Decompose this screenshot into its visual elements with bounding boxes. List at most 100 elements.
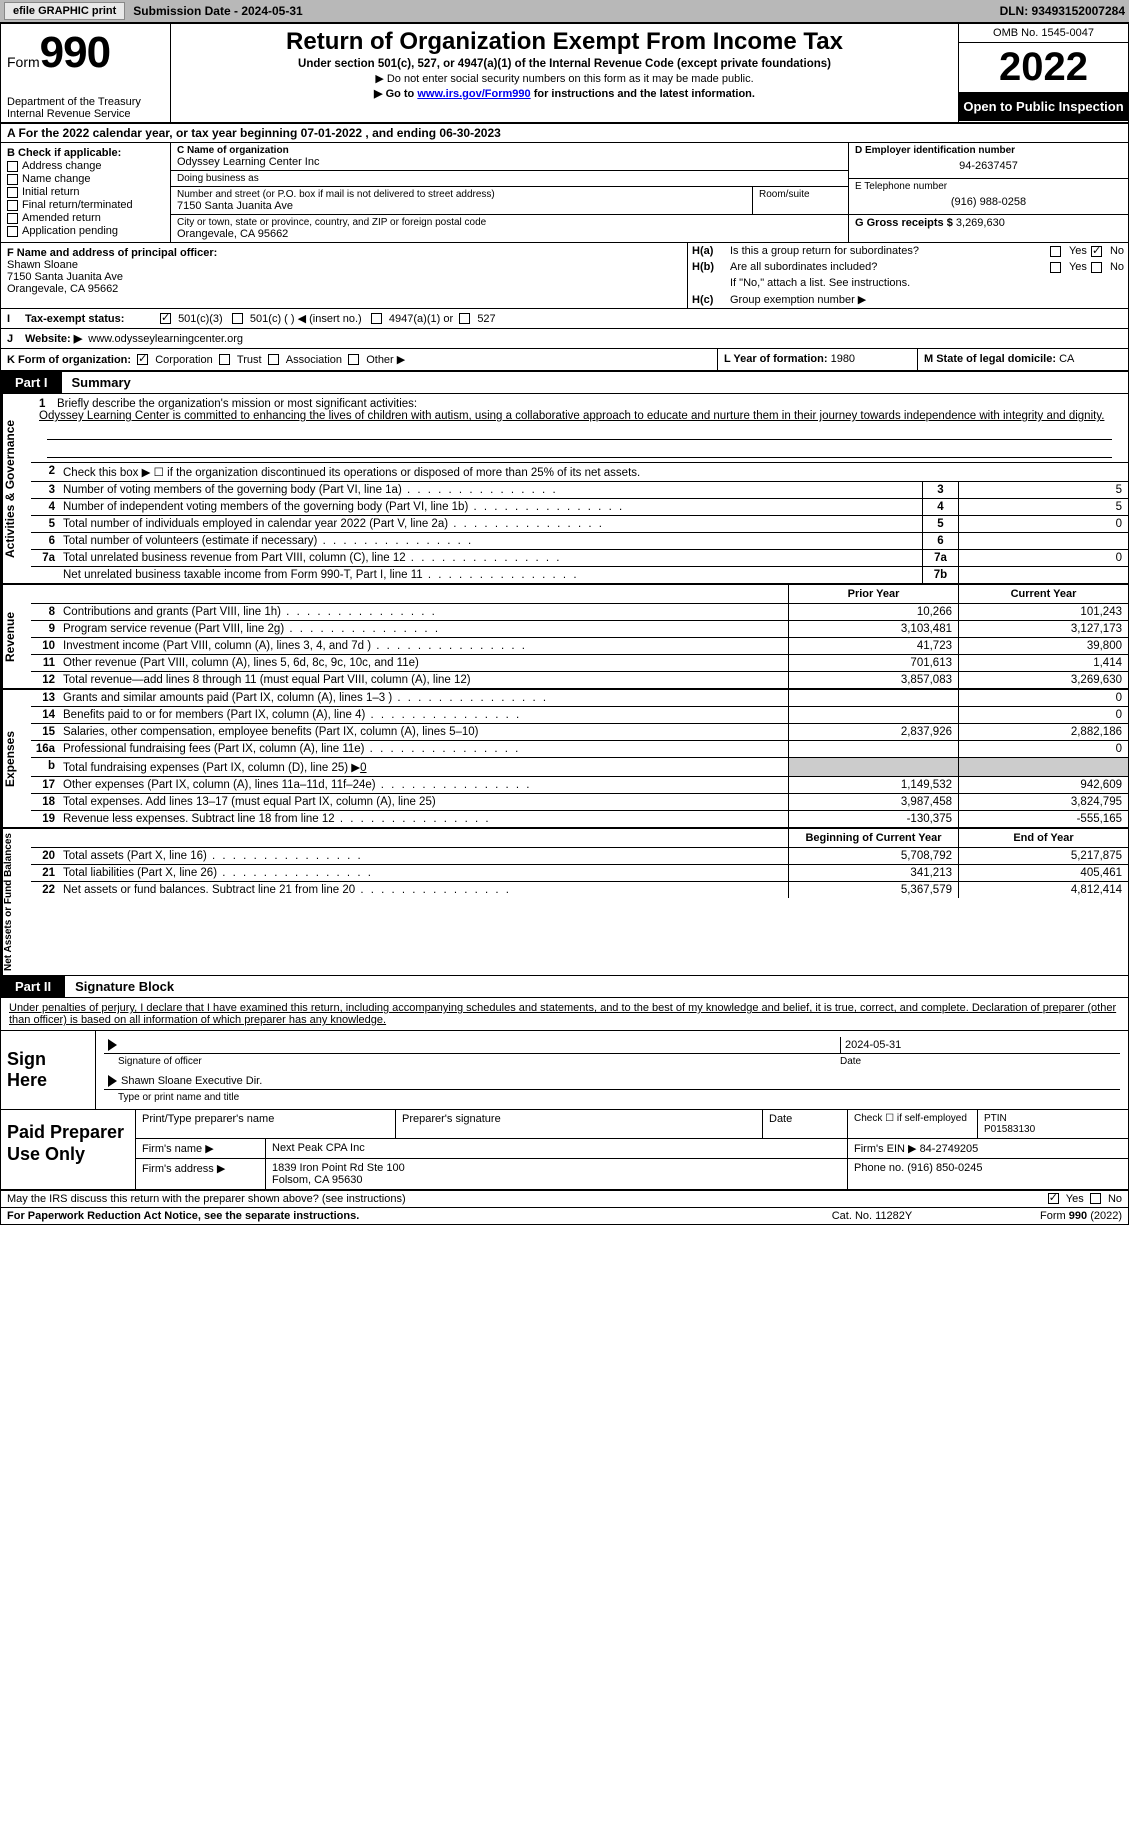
hb-no-label: No [1110, 261, 1124, 273]
street-label: Number and street (or P.O. box if mail i… [177, 189, 746, 200]
paid-preparer-row: Paid Preparer Use Only Print/Type prepar… [1, 1110, 1128, 1191]
officer-street: 7150 Santa Juanita Ave [7, 271, 681, 283]
line-20: 20Total assets (Part X, line 16)5,708,79… [31, 848, 1128, 865]
chk-final-return[interactable]: Final return/terminated [7, 199, 164, 211]
chk-501c3[interactable] [160, 313, 171, 324]
m-label: M State of legal domicile: [924, 353, 1056, 365]
hb-label: H(b) [692, 261, 730, 273]
hb-yes-checkbox[interactable] [1050, 262, 1061, 273]
line-12: 12Total revenue—add lines 8 through 11 (… [31, 672, 1128, 688]
line-14: 14Benefits paid to or for members (Part … [31, 707, 1128, 724]
expenses-section: Expenses 13Grants and similar amounts pa… [1, 690, 1128, 829]
tax-exempt-status: I Tax-exempt status: 501(c)(3) 501(c) ( … [1, 309, 1128, 329]
self-employed-label: Check ☐ if self-employed [848, 1110, 978, 1138]
ein-cell: D Employer identification number 94-2637… [849, 143, 1128, 179]
ptin-label: PTIN [984, 1113, 1007, 1124]
officer-name-title: Shawn Sloane Executive Dir. [121, 1075, 262, 1087]
chk-address-change[interactable]: Address change [7, 160, 164, 172]
chk-association[interactable] [268, 354, 279, 365]
chk-4947[interactable] [371, 313, 382, 324]
efile-print-button[interactable]: efile GRAPHIC print [4, 2, 125, 20]
form-subtitle: Under section 501(c), 527, or 4947(a)(1)… [175, 58, 954, 70]
form-title: Return of Organization Exempt From Incom… [175, 28, 954, 56]
line-7b: Net unrelated business taxable income fr… [31, 567, 1128, 583]
preparer-date-label: Date [763, 1110, 848, 1138]
line-9: 9Program service revenue (Part VIII, lin… [31, 621, 1128, 638]
chk-other-org[interactable] [348, 354, 359, 365]
label-trust: Trust [237, 354, 262, 366]
chk-501c[interactable] [232, 313, 243, 324]
paperwork-notice: For Paperwork Reduction Act Notice, see … [7, 1210, 792, 1222]
form-header-left: Form990 Department of the Treasury Inter… [1, 24, 171, 122]
line1-num: 1 [39, 398, 57, 410]
label-501c3: 501(c)(3) [178, 313, 223, 325]
label-association: Association [286, 354, 342, 366]
discuss-yes-checkbox[interactable] [1048, 1193, 1059, 1204]
principal-officer: F Name and address of principal officer:… [1, 243, 688, 308]
chk-initial-return[interactable]: Initial return [7, 186, 164, 198]
ha-label: H(a) [692, 245, 730, 257]
hb-no-checkbox[interactable] [1091, 262, 1102, 273]
irs-link[interactable]: www.irs.gov/Form990 [417, 88, 530, 100]
firm-name-row: Firm's name ▶ Next Peak CPA Inc Firm's E… [136, 1139, 1128, 1159]
submission-date: Submission Date - 2024-05-31 [133, 4, 302, 18]
top-toolbar: efile GRAPHIC print Submission Date - 20… [0, 0, 1129, 23]
blank-line [47, 440, 1112, 458]
chk-name-change[interactable]: Name change [7, 173, 164, 185]
chk-amended[interactable]: Amended return [7, 212, 164, 224]
line-17: 17Other expenses (Part IX, column (A), l… [31, 777, 1128, 794]
gross-label: G Gross receipts $ [855, 217, 953, 229]
tax-year: 2022 [959, 43, 1128, 93]
firm-address-row: Firm's address ▶ 1839 Iron Point Rd Ste … [136, 1159, 1128, 1189]
website-label: Website: ▶ [25, 332, 82, 345]
chk-trust[interactable] [219, 354, 230, 365]
part2-title: Signature Block [75, 979, 174, 994]
state-domicile: CA [1059, 353, 1074, 365]
prior-current-header: Prior YearCurrent Year [31, 585, 1128, 604]
discuss-row: May the IRS discuss this return with the… [1, 1191, 1128, 1208]
part1-tab: Part I [1, 372, 62, 393]
dba-cell: Doing business as [171, 171, 848, 187]
chk-app-pending[interactable]: Application pending [7, 225, 164, 237]
section-b-c-d: B Check if applicable: Address change Na… [1, 143, 1128, 243]
chk-corporation[interactable] [137, 354, 148, 365]
form-header-right: OMB No. 1545-0047 2022 Open to Public In… [958, 24, 1128, 122]
ein-label: D Employer identification number [855, 145, 1122, 156]
officer-label: F Name and address of principal officer: [7, 247, 681, 259]
org-name-label: C Name of organization [177, 145, 842, 156]
activities-governance-section: Activities & Governance 1Briefly describ… [1, 394, 1128, 585]
row-a-end: 06-30-2023 [439, 126, 500, 140]
label-527: 527 [477, 313, 495, 325]
row-a-mid: , and ending [362, 126, 439, 140]
ha-no-checkbox[interactable] [1091, 246, 1102, 257]
org-name: Odyssey Learning Center Inc [177, 156, 842, 168]
vtab-governance: Activities & Governance [1, 394, 31, 583]
label-corporation: Corporation [155, 354, 212, 366]
sig-officer-label: Signature of officer [104, 1056, 840, 1067]
footer-row: For Paperwork Reduction Act Notice, see … [1, 1208, 1128, 1224]
city-value: Orangevale, CA 95662 [177, 228, 842, 240]
city-label: City or town, state or province, country… [177, 217, 842, 228]
line-10: 10Investment income (Part VIII, column (… [31, 638, 1128, 655]
line-5: 5Total number of individuals employed in… [31, 516, 1128, 533]
goto-note: ▶ Go to www.irs.gov/Form990 for instruct… [175, 87, 954, 100]
row-a-label: A For the 2022 calendar year, or tax yea… [7, 126, 301, 140]
discuss-no-label: No [1108, 1193, 1122, 1205]
ha-yes-label: Yes [1069, 245, 1087, 257]
omb-number: OMB No. 1545-0047 [959, 24, 1128, 43]
signature-date: 2024-05-31 [840, 1037, 1120, 1053]
caret-icon [108, 1075, 117, 1087]
open-to-public: Open to Public Inspection [959, 93, 1128, 121]
paid-preparer-label: Paid Preparer Use Only [1, 1110, 136, 1189]
chk-527[interactable] [459, 313, 470, 324]
form-header: Form990 Department of the Treasury Inter… [1, 24, 1128, 124]
firm-name-label: Firm's name ▶ [136, 1139, 266, 1158]
discuss-no-checkbox[interactable] [1090, 1193, 1101, 1204]
ha-yes-checkbox[interactable] [1050, 246, 1061, 257]
ein-value: 94-2637457 [855, 156, 1122, 176]
department-label: Department of the Treasury [7, 96, 164, 108]
declaration-text: Under penalties of perjury, I declare th… [9, 1002, 1116, 1026]
part2-header: Part II Signature Block [1, 976, 1128, 998]
form-label: Form [7, 54, 40, 70]
tel-label: E Telephone number [855, 181, 1122, 192]
